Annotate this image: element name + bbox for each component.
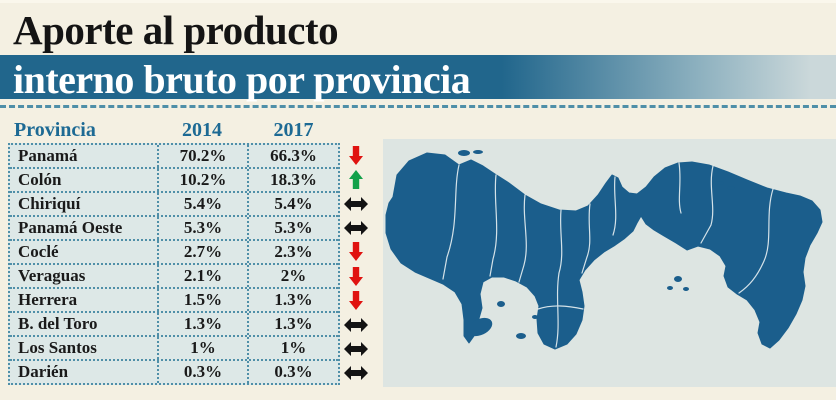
province-cell: Panamá bbox=[18, 146, 78, 165]
value-2017-cell: 18.3% bbox=[247, 169, 338, 191]
value-2017-cell: 2.3% bbox=[247, 241, 338, 263]
province-cell: Los Santos bbox=[18, 338, 97, 357]
column-header-province: Provincia bbox=[14, 119, 96, 141]
province-cell: Panamá Oeste bbox=[18, 218, 123, 237]
value-2014-cell: 5.4% bbox=[157, 193, 247, 215]
table-body: Panamá 70.2% 66.3% Colón 10.2% 18.3% Chi… bbox=[8, 143, 340, 385]
value-2017-cell: 5.4% bbox=[247, 193, 338, 215]
province-cell: Chiriquí bbox=[18, 194, 81, 213]
island-coiba bbox=[467, 317, 493, 337]
table-row: B. del Toro 1.3% 1.3% bbox=[10, 311, 338, 335]
value-2014-cell: 1.3% bbox=[157, 313, 247, 335]
island bbox=[667, 286, 673, 290]
value-2017-cell: 1.3% bbox=[247, 289, 338, 311]
value-2014-cell: 10.2% bbox=[157, 169, 247, 191]
value-2014-cell: 2.7% bbox=[157, 241, 247, 263]
island bbox=[683, 287, 689, 291]
top-edge-strip bbox=[0, 0, 836, 3]
trend-up-icon bbox=[341, 167, 371, 191]
value-2014-cell: 1.5% bbox=[157, 289, 247, 311]
province-borders bbox=[442, 162, 774, 348]
value-2017-cell: 5.3% bbox=[247, 217, 338, 239]
table-row: Veraguas 2.1% 2% bbox=[10, 263, 338, 287]
province-cell: Veraguas bbox=[18, 266, 86, 285]
island bbox=[532, 315, 538, 319]
table-row: Colón 10.2% 18.3% bbox=[10, 167, 338, 191]
table-row: Chiriquí 5.4% 5.4% bbox=[10, 191, 338, 215]
dashed-divider bbox=[0, 105, 836, 108]
table-row: Los Santos 1% 1% bbox=[10, 335, 338, 359]
table-row: Coclé 2.7% 2.3% bbox=[10, 239, 338, 263]
title-banner: interno bruto por provincia bbox=[0, 55, 836, 102]
value-2014-cell: 2.1% bbox=[157, 265, 247, 287]
value-2017-cell: 66.3% bbox=[247, 145, 338, 167]
province-cell: Coclé bbox=[18, 242, 59, 261]
trend-column bbox=[341, 143, 371, 385]
island bbox=[473, 150, 483, 154]
province-cell: Colón bbox=[18, 170, 62, 189]
title-line-1: Aporte al producto bbox=[13, 7, 339, 53]
province-cell: Darién bbox=[18, 362, 69, 381]
value-2014-cell: 1% bbox=[157, 337, 247, 359]
trend-same-icon bbox=[341, 312, 371, 336]
table-row: Panamá 70.2% 66.3% bbox=[10, 145, 338, 167]
island bbox=[497, 301, 505, 307]
value-2014-cell: 5.3% bbox=[157, 217, 247, 239]
column-header-2014: 2014 bbox=[182, 119, 222, 141]
value-2017-cell: 0.3% bbox=[247, 361, 338, 383]
trend-same-icon bbox=[341, 337, 371, 361]
province-cell: B. del Toro bbox=[18, 314, 98, 333]
table-row: Panamá Oeste 5.3% 5.3% bbox=[10, 215, 338, 239]
table-row: Darién 0.3% 0.3% bbox=[10, 359, 338, 383]
trend-same-icon bbox=[341, 191, 371, 215]
trend-same-icon bbox=[341, 361, 371, 385]
value-2017-cell: 1% bbox=[247, 337, 338, 359]
province-cell: Herrera bbox=[18, 290, 78, 309]
island bbox=[458, 150, 470, 156]
column-header-2017: 2017 bbox=[273, 119, 314, 141]
island bbox=[727, 186, 735, 190]
trend-down-icon bbox=[341, 240, 371, 264]
table-row: Herrera 1.5% 1.3% bbox=[10, 287, 338, 311]
panama-map bbox=[385, 150, 823, 350]
trend-down-icon bbox=[341, 143, 371, 167]
trend-down-icon bbox=[341, 264, 371, 288]
title-line-2: interno bruto por provincia bbox=[13, 57, 471, 102]
value-2014-cell: 70.2% bbox=[157, 145, 247, 167]
island bbox=[714, 181, 724, 185]
value-2017-cell: 1.3% bbox=[247, 313, 338, 335]
island bbox=[674, 276, 682, 282]
value-2014-cell: 0.3% bbox=[157, 361, 247, 383]
island bbox=[516, 333, 526, 339]
map-panel bbox=[383, 139, 836, 387]
trend-down-icon bbox=[341, 288, 371, 312]
value-2017-cell: 2% bbox=[247, 265, 338, 287]
trend-same-icon bbox=[341, 216, 371, 240]
